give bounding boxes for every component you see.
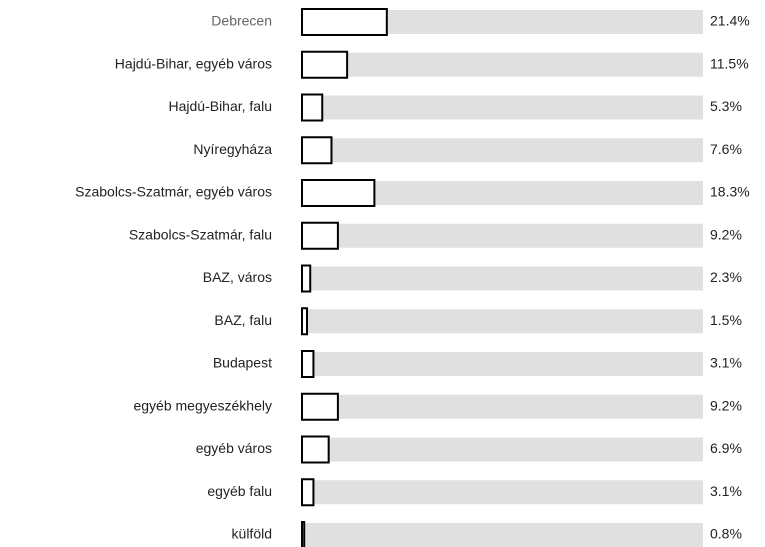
bar <box>301 350 315 378</box>
bar <box>301 50 349 79</box>
bar-track <box>302 394 703 419</box>
bar-track <box>302 309 703 334</box>
bar <box>301 136 333 165</box>
bar-track <box>302 266 703 291</box>
category-label: BAZ, város <box>203 269 272 285</box>
bar-track <box>302 480 703 505</box>
bar <box>301 478 315 507</box>
category-label: egyéb megyeszékhely <box>133 397 272 413</box>
bar-track <box>302 352 703 376</box>
bar <box>301 8 388 36</box>
bar-track <box>302 523 703 547</box>
bar-track <box>302 138 703 163</box>
value-label: 5.3% <box>710 98 742 114</box>
category-label: Hajdú-Bihar, egyéb város <box>115 55 272 71</box>
value-label: 9.2% <box>710 226 742 242</box>
value-label: 3.1% <box>710 483 742 499</box>
value-label: 2.3% <box>710 269 742 285</box>
category-label: Debrecen <box>211 13 272 29</box>
bar <box>301 179 376 207</box>
bar <box>301 221 339 250</box>
value-label: 0.8% <box>710 526 742 542</box>
bar-track <box>302 95 703 120</box>
category-label: egyéb falu <box>207 483 272 499</box>
value-label: 18.3% <box>710 184 750 200</box>
category-label: külföld <box>232 526 272 542</box>
category-label: egyéb város <box>196 440 272 456</box>
bar <box>301 93 324 122</box>
category-label: Szabolcs-Szatmár, egyéb város <box>75 184 272 200</box>
value-label: 21.4% <box>710 13 750 29</box>
category-label: Hajdú-Bihar, falu <box>168 98 272 114</box>
bar <box>301 392 339 421</box>
bar <box>301 521 306 547</box>
bar-track <box>302 437 703 462</box>
bar-track <box>302 223 703 248</box>
value-label: 11.5% <box>710 55 749 71</box>
bar <box>301 435 330 464</box>
value-label: 9.2% <box>710 397 742 413</box>
bar <box>301 264 312 293</box>
category-label: Nyíregyháza <box>193 141 272 157</box>
value-label: 1.5% <box>710 312 742 328</box>
value-label: 6.9% <box>710 440 742 456</box>
category-label: BAZ, falu <box>214 312 272 328</box>
category-label: Budapest <box>213 355 272 371</box>
value-label: 7.6% <box>710 141 742 157</box>
value-label: 3.1% <box>710 355 742 371</box>
category-label: Szabolcs-Szatmár, falu <box>129 226 272 242</box>
bar <box>301 307 309 336</box>
bar-track <box>302 52 703 77</box>
